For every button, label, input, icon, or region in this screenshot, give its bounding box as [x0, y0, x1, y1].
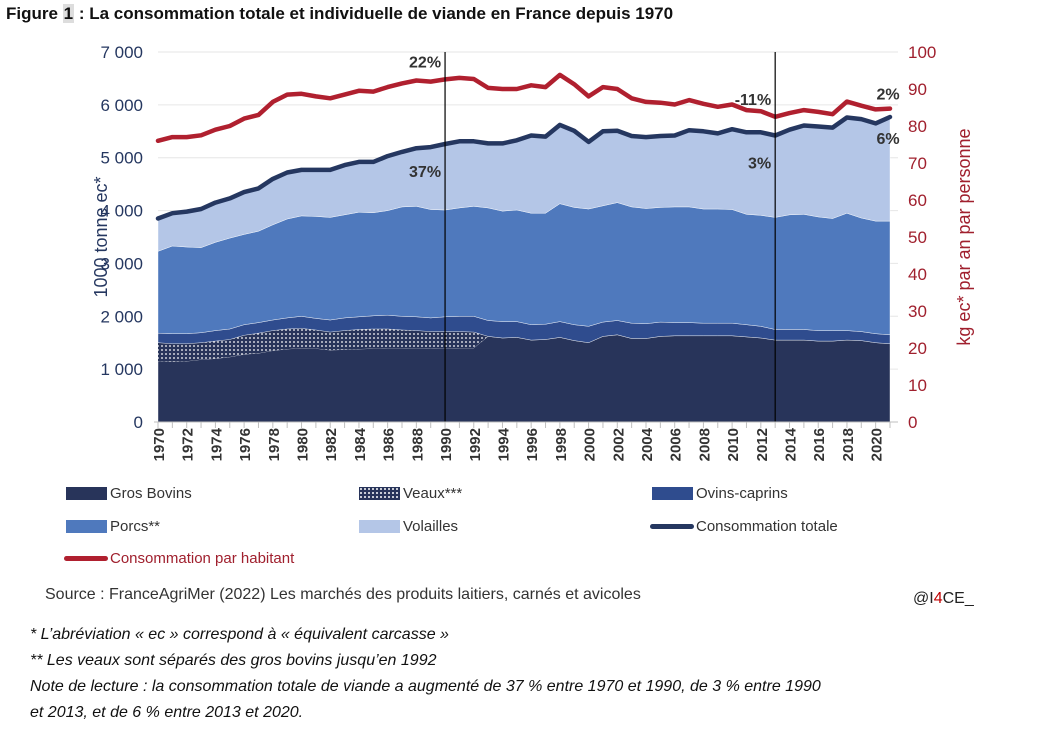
legend-label: Ovins-caprins — [696, 485, 788, 502]
x-tick-label: 1994 — [495, 427, 512, 461]
brand-post: CE_ — [942, 590, 974, 607]
title-text: : La consommation totale et individuelle… — [74, 4, 674, 23]
x-tick-label: 2012 — [754, 428, 771, 461]
annotation-label: -11% — [735, 92, 771, 109]
x-tick-label: 1996 — [524, 428, 541, 461]
y2-tick-label: 60 — [908, 191, 927, 210]
legend-label: Gros Bovins — [110, 485, 192, 502]
axes: 0 1 000 2 000 3 000 4 000 5 000 6 000 7 000 0 10 2… — [100, 43, 936, 461]
y-tick-label: 6 000 — [100, 96, 143, 115]
legend-label: Veaux*** — [403, 485, 463, 502]
line-total — [155, 114, 893, 221]
legend-line — [64, 556, 108, 561]
x-tick-label: 2006 — [668, 428, 685, 461]
x-tick-label: 1990 — [438, 428, 455, 461]
legend-label: Porcs** — [110, 518, 161, 535]
y2-tick-label: 0 — [908, 413, 917, 432]
brand-logo: @I4CE_ — [913, 590, 974, 608]
y-tick-label: 7 000 — [100, 43, 143, 62]
x-tick-label: 2008 — [696, 428, 713, 461]
x-tick-label: 1972 — [180, 428, 197, 461]
legend-swatch — [359, 520, 400, 533]
x-tick-label: 2010 — [725, 428, 742, 461]
x-tick-label: 2016 — [811, 428, 828, 461]
y2-tick-label: 50 — [908, 228, 927, 247]
x-tick-label: 2000 — [582, 428, 599, 461]
line-habitant — [155, 72, 893, 144]
brand-pre: @I — [913, 590, 934, 607]
y2-tick-label: 30 — [908, 302, 927, 321]
y2-axis-label: kg ec* par an par personne — [954, 128, 974, 345]
legend-total: Consommation totale — [650, 518, 838, 535]
y2-tick-label: 20 — [908, 339, 927, 358]
legend-swatch — [652, 487, 693, 500]
legend-line — [650, 524, 694, 529]
y-tick-label: 0 — [134, 413, 143, 432]
legend-label: Consommation par habitant — [110, 550, 295, 567]
annotation-label: 22% — [409, 54, 441, 71]
figure-title: Figure 1 : La consommation totale et ind… — [6, 4, 673, 24]
legend-volailles: Volailles — [359, 518, 458, 535]
stacked-areas — [157, 116, 891, 423]
legend-swatch — [359, 487, 400, 500]
x-tick-label: 2004 — [639, 427, 656, 461]
x-tick-label: 1982 — [323, 428, 340, 461]
area-veaux — [158, 328, 890, 362]
footnote-ec: * L’abréviation « ec » correspond à « éq… — [30, 626, 449, 643]
legend-porcs: Porcs** — [66, 518, 160, 535]
legend-gros-bovins: Gros Bovins — [66, 485, 192, 502]
x-tick-label: 1992 — [467, 428, 484, 461]
title-prefix: Figure — [6, 4, 63, 23]
legend-swatch — [66, 520, 107, 533]
x-tick-label: 1988 — [409, 428, 426, 461]
x-tick-label: 1978 — [266, 428, 283, 461]
annotation-label: 2% — [876, 87, 899, 104]
y2-tick-label: 40 — [908, 265, 927, 284]
x-tick-label: 2014 — [783, 427, 800, 461]
title-number: 1 — [62, 4, 75, 23]
annotation-label: 3% — [748, 156, 771, 173]
y2-tick-label: 90 — [908, 80, 927, 99]
legend-veaux: Veaux*** — [359, 485, 462, 502]
x-tick-label: 2018 — [840, 428, 857, 461]
x-tick-label: 1998 — [553, 428, 570, 461]
source-note: Source : FranceAgriMer (2022) Les marché… — [45, 586, 641, 603]
legend-swatch — [66, 487, 107, 500]
x-tick-label: 1976 — [237, 428, 254, 461]
reading-note: Note de lecture : la consommation totale… — [30, 678, 821, 695]
y-tick-label: 4 000 — [100, 202, 143, 221]
y2-tick-label: 100 — [908, 43, 936, 62]
vertical-markers — [444, 52, 776, 422]
annotation-label: 6% — [876, 131, 899, 148]
x-tick-label: 2020 — [869, 428, 886, 461]
x-tick-label: 1970 — [151, 428, 168, 461]
y-tick-label: 5 000 — [100, 149, 143, 168]
legend-ovins: Ovins-caprins — [652, 485, 788, 502]
y-tick-label: 2 000 — [100, 307, 143, 326]
brand-four: 4 — [933, 590, 943, 607]
x-tick-label: 1986 — [381, 428, 398, 461]
footnote-veaux: ** Les veaux sont séparés des gros bovin… — [30, 652, 437, 669]
annotation-label: 37% — [409, 164, 441, 181]
annotations: 22% 37% -11% 3% 2% 6% — [409, 54, 900, 181]
y-tick-label: 3 000 — [100, 254, 143, 273]
reading-note-cont: et 2013, et de 6 % entre 2013 et 2020. — [30, 704, 304, 721]
x-tick-label: 1984 — [352, 427, 369, 461]
legend-label: Consommation totale — [696, 518, 838, 535]
legend-habitant: Consommation par habitant — [64, 550, 294, 567]
y-tick-label: 1 000 — [100, 360, 143, 379]
x-tick-label: 1980 — [295, 428, 312, 461]
y2-tick-label: 80 — [908, 117, 927, 136]
y2-tick-label: 70 — [908, 154, 927, 173]
y2-tick-label: 10 — [908, 376, 927, 395]
x-tick-label: 1974 — [208, 427, 225, 461]
x-tick-label: 2002 — [610, 428, 627, 461]
lines — [155, 72, 893, 221]
legend-label: Volailles — [403, 518, 459, 535]
y-axis-label: 1000 tonne ec* — [91, 176, 111, 297]
